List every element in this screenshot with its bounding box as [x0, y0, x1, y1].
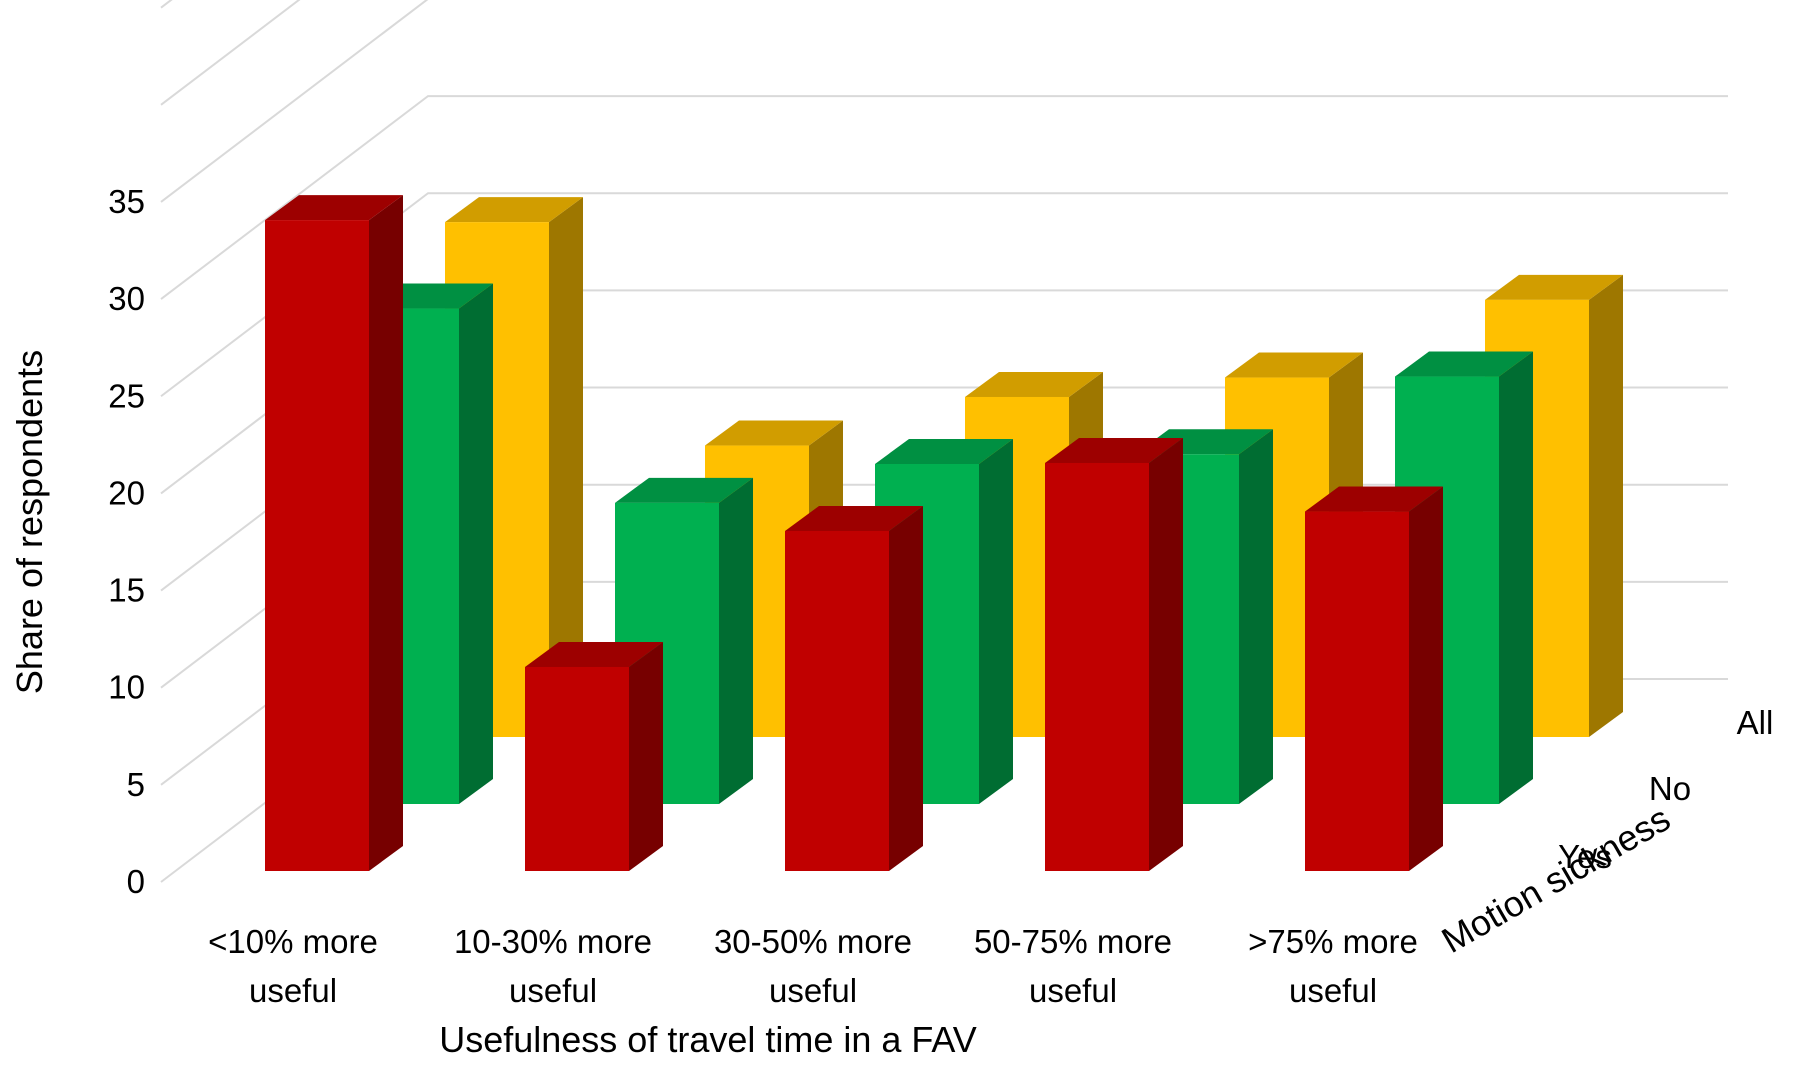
y-axis-title: Share of respondents — [9, 350, 50, 694]
bar-front — [785, 530, 889, 871]
x-category-label: >75% more — [1248, 923, 1418, 960]
series-label-yes: Yes — [1558, 838, 1612, 875]
y-tick-label: 0 — [127, 863, 145, 900]
bar-side — [369, 195, 403, 872]
gridline — [160, 192, 1728, 398]
bar-top — [1045, 437, 1183, 463]
x-category-label: useful — [1029, 972, 1117, 1009]
gridline — [160, 95, 1728, 300]
y-tick-label: 20 — [108, 474, 145, 511]
x-category-label: useful — [249, 972, 337, 1009]
bar-yes-0 — [265, 195, 403, 872]
bar-top — [525, 641, 663, 667]
series-label-no: No — [1649, 770, 1691, 807]
bar-side — [1239, 429, 1273, 804]
y-tick-label: 10 — [108, 669, 145, 706]
x-category-label: useful — [1289, 972, 1377, 1009]
gridline — [160, 0, 429, 203]
gridline — [160, 0, 173, 9]
bar-front — [1305, 511, 1409, 871]
x-category-label: 50-75% more — [974, 923, 1172, 960]
x-category-label: useful — [769, 972, 857, 1009]
bar-side — [459, 283, 493, 804]
bar-side — [549, 197, 583, 738]
bar-side — [719, 477, 753, 804]
bar-front — [1045, 462, 1149, 871]
x-axis-categories: <10% more useful 10-30% more useful 30-50% m… — [208, 923, 1418, 1009]
y-tick-label: 15 — [108, 572, 145, 609]
bar-side — [1149, 437, 1183, 871]
y-tick-label: 35 — [108, 183, 145, 220]
bar-side — [629, 641, 663, 871]
bar-top — [445, 197, 583, 223]
bar-side — [1589, 274, 1623, 737]
bar-front — [525, 666, 629, 871]
y-tick-label: 30 — [108, 280, 145, 317]
bar-front — [265, 220, 369, 872]
bar-side — [889, 505, 923, 871]
bar-top — [1225, 352, 1363, 378]
y-tick-label: 25 — [108, 377, 145, 414]
bars — [265, 195, 1623, 872]
bar-top — [1485, 274, 1623, 300]
bar-yes-1 — [525, 641, 663, 871]
bar-yes-4 — [1305, 486, 1443, 871]
depth-axis-title: Motion sickness — [1435, 797, 1677, 961]
bar-top — [785, 505, 923, 531]
bar-top — [1395, 351, 1533, 377]
bar-top — [875, 438, 1013, 464]
x-category-label: <10% more — [208, 923, 378, 960]
bar-side — [1409, 486, 1443, 871]
x-category-label: 10-30% more — [454, 923, 652, 960]
series-labels: Yes No All — [1558, 704, 1773, 875]
bar-top — [615, 477, 753, 503]
x-category-label: useful — [509, 972, 597, 1009]
y-tick-label: 5 — [127, 766, 145, 803]
series-label-all: All — [1737, 704, 1774, 741]
bar-yes-2 — [785, 505, 923, 871]
bar-top — [705, 420, 843, 446]
bar-top — [265, 195, 403, 221]
gridline — [160, 0, 301, 106]
bar-side — [1499, 351, 1533, 804]
bar-yes-3 — [1045, 437, 1183, 871]
x-category-label: 30-50% more — [714, 923, 912, 960]
bar-side — [979, 438, 1013, 804]
bar-top — [965, 371, 1103, 397]
x-axis-title: Usefulness of travel time in a FAV — [439, 1019, 977, 1060]
bar-top — [1305, 486, 1443, 512]
y-axis-ticks: 0 5 10 15 20 25 30 35 — [108, 183, 145, 900]
